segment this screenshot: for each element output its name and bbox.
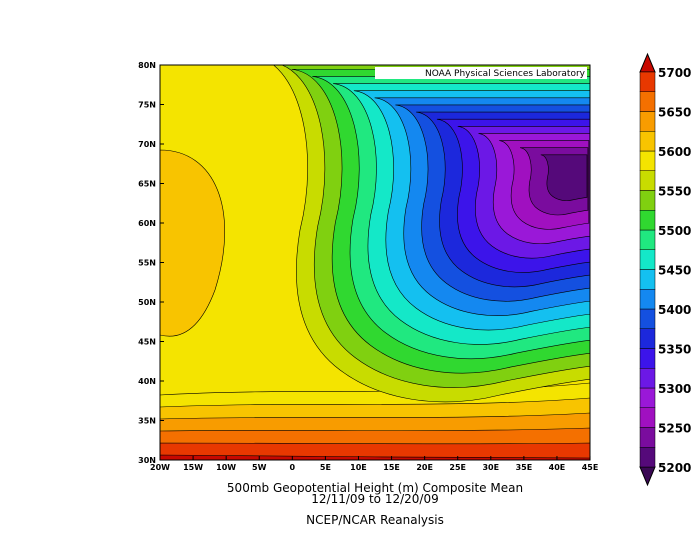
colorbar-label: 5650 <box>658 106 691 120</box>
lon-label: 10E <box>350 463 367 472</box>
lat-label: 40N <box>138 377 156 386</box>
lat-label: 80N <box>138 61 156 70</box>
colorbar-swatch <box>639 210 656 231</box>
colorbar-label: 5700 <box>658 66 691 80</box>
lon-label: 15E <box>383 463 400 472</box>
colorbar-swatch <box>639 328 656 349</box>
colorbar-swatch <box>639 368 656 389</box>
colorbar-end <box>639 52 656 73</box>
lon-label: 40E <box>549 463 566 472</box>
lat-label: 30N <box>138 456 156 465</box>
colorbar-swatch <box>639 348 656 369</box>
colorbar-label: 5200 <box>658 461 691 475</box>
lat-label: 65N <box>138 180 156 189</box>
colorbar-swatch <box>639 447 656 468</box>
lat-label: 75N <box>138 101 156 110</box>
lon-label: 20E <box>416 463 433 472</box>
colorbar-swatch <box>639 190 656 211</box>
lon-label: 15W <box>183 463 203 472</box>
colorbar-swatch <box>639 427 656 448</box>
colorbar-swatch <box>639 249 656 270</box>
colorbar: 5700 5650 5600 5550 5500 5450 5400 5350 5300 5250… <box>639 52 691 487</box>
colorbar-swatch <box>639 131 656 152</box>
lat-label: 50N <box>138 298 156 307</box>
lon-label: 20W <box>150 463 170 472</box>
colorbar-label: 5600 <box>658 145 691 159</box>
lon-label: 35E <box>516 463 533 472</box>
colorbar-label: 5250 <box>658 422 691 436</box>
lon-label: 10W <box>216 463 236 472</box>
lat-label: 35N <box>138 417 156 426</box>
colorbar-swatch <box>639 71 656 92</box>
colorbar-swatch <box>639 269 656 290</box>
colorbar-label: 5500 <box>658 224 691 238</box>
colorbar-swatch <box>639 111 656 132</box>
height-band <box>540 154 588 201</box>
lon-label: 0 <box>290 463 296 472</box>
colorbar-swatch <box>639 289 656 310</box>
lon-label: 30E <box>482 463 499 472</box>
colorbar-swatch <box>639 229 656 250</box>
lon-label: 25E <box>449 463 466 472</box>
lat-label: 60N <box>138 219 156 228</box>
lon-label: 45E <box>582 463 599 472</box>
colorbar-swatch <box>639 150 656 171</box>
colorbar-label: 5450 <box>658 264 691 278</box>
credit-box <box>375 67 587 79</box>
colorbar-swatch <box>639 91 656 112</box>
map-area <box>160 65 590 460</box>
lon-label: 5E <box>320 463 331 472</box>
colorbar-label: 5350 <box>658 343 691 357</box>
title: 500mb Geopotential Height (m) Composite … <box>227 481 523 495</box>
colorbar-swatch <box>639 407 656 428</box>
lat-label: 70N <box>138 140 156 149</box>
lat-label: 55N <box>138 259 156 268</box>
source: NCEP/NCAR Reanalysis <box>306 513 444 527</box>
colorbar-label: 5300 <box>658 382 691 396</box>
colorbar-swatch <box>639 308 656 329</box>
lat-label: 45N <box>138 338 156 347</box>
credit: NOAA Physical Sciences Laboratory <box>425 69 586 79</box>
dates: 12/11/09 to 12/20/09 <box>311 492 438 506</box>
colorbar-swatch <box>639 170 656 191</box>
colorbar-swatch <box>639 387 656 408</box>
colorbar-label: 5550 <box>658 185 691 199</box>
colorbar-end <box>639 466 656 487</box>
colorbar-label: 5400 <box>658 303 691 317</box>
height-band <box>160 454 590 460</box>
height-band <box>160 149 226 337</box>
lon-label: 5W <box>252 463 267 472</box>
